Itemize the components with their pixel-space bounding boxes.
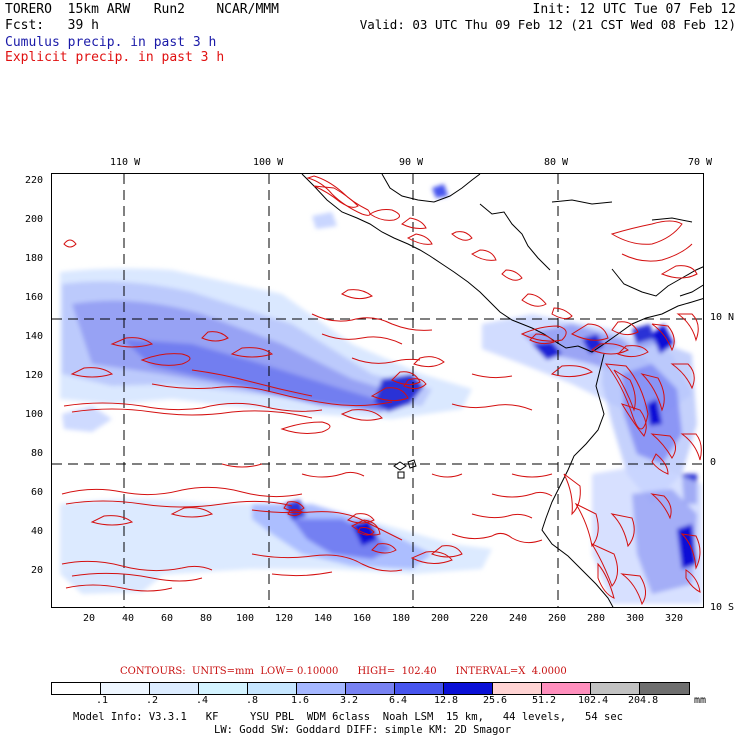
colorbar-label: 3.2 [340,695,359,706]
colorbar-cell [493,683,542,694]
colorbar-cell [297,683,346,694]
y-tick: 120 [25,370,44,381]
precip-map [51,173,704,608]
x-tick: 120 [275,613,294,624]
colorbar-label: 51.2 [532,695,557,706]
colorbar-label: 1.6 [291,695,310,706]
lon-label-110w: 110 W [110,157,141,168]
colorbar-cell [101,683,150,694]
x-tick: 80 [200,613,213,624]
header-valid-time: Valid: 03 UTC Thu 09 Feb 12 (21 CST Wed … [359,17,736,32]
y-tick: 100 [25,409,44,420]
lon-label-80w: 80 W [544,157,569,168]
colorbar-cell [395,683,444,694]
lon-label-100w: 100 W [253,157,284,168]
colorbar-label: 102.4 [578,695,609,706]
y-tick: 160 [25,292,44,303]
explicit-precip-contours [61,175,702,606]
colorbar-units: mm [694,695,707,706]
y-tick: 180 [25,253,44,264]
x-tick: 180 [392,613,411,624]
legend-explicit: Explicit precip. in past 3 h [5,50,225,65]
colorbar-cell [248,683,297,694]
y-tick: 220 [25,175,44,186]
colorbar-cell [640,683,689,694]
colorbar-label: .4 [196,695,209,706]
colorbar-label: 204.8 [628,695,659,706]
colorbar-cell [346,683,395,694]
x-tick: 200 [431,613,450,624]
y-tick: 140 [25,331,44,342]
colorbar-cell [444,683,493,694]
x-tick: 140 [314,613,333,624]
lat-label-10s: 10 S [710,602,735,613]
x-tick: 260 [548,613,567,624]
x-tick: 40 [122,613,135,624]
y-tick: 60 [31,487,44,498]
cumulus-precip-shading [60,184,702,604]
x-tick: 280 [587,613,606,624]
y-tick: 200 [25,214,44,225]
map-canvas [52,174,703,607]
x-tick: 20 [83,613,96,624]
legend-cumulus: Cumulus precip. in past 3 h [5,35,217,50]
colorbar-cell [150,683,199,694]
x-tick: 100 [236,613,255,624]
x-tick: 240 [509,613,528,624]
colorbar-label: 6.4 [389,695,408,706]
colorbar-label: .1 [96,695,109,706]
x-tick: 60 [161,613,174,624]
lon-label-70w: 70 W [688,157,713,168]
precip-colorbar [51,682,690,695]
y-tick: 80 [31,448,44,459]
colorbar-cell [542,683,591,694]
x-tick: 160 [353,613,372,624]
x-tick: 220 [470,613,489,624]
y-tick: 20 [31,565,44,576]
colorbar-cell [52,683,101,694]
lat-label-10n: 10 N [710,312,735,323]
colorbar-label: 12.8 [434,695,459,706]
footer-model-info: Model Info: V3.3.1 KF YSU PBL WDM 6class… [73,711,623,723]
y-tick: 40 [31,526,44,537]
x-tick: 320 [665,613,684,624]
colorbar-label: .2 [146,695,159,706]
footer-physics-info: LW: Godd SW: Goddard DIFF: simple KM: 2D… [214,724,512,736]
colorbar-label: .8 [246,695,259,706]
contours-caption: CONTOURS: UNITS=mm LOW= 0.10000 HIGH= 10… [120,666,567,677]
colorbar-cell [591,683,640,694]
header-model-title: TORERO 15km ARW Run2 NCAR/MMM [5,2,279,17]
x-tick: 300 [626,613,645,624]
header-init-time: Init: 12 UTC Tue 07 Feb 12 [532,2,737,17]
lat-label-equator: 0 [710,457,717,468]
coastlines [301,174,703,607]
colorbar-label: 25.6 [483,695,508,706]
colorbar-cell [199,683,248,694]
lon-label-90w: 90 W [399,157,424,168]
header-forecast-hour: Fcst: 39 h [5,18,99,33]
